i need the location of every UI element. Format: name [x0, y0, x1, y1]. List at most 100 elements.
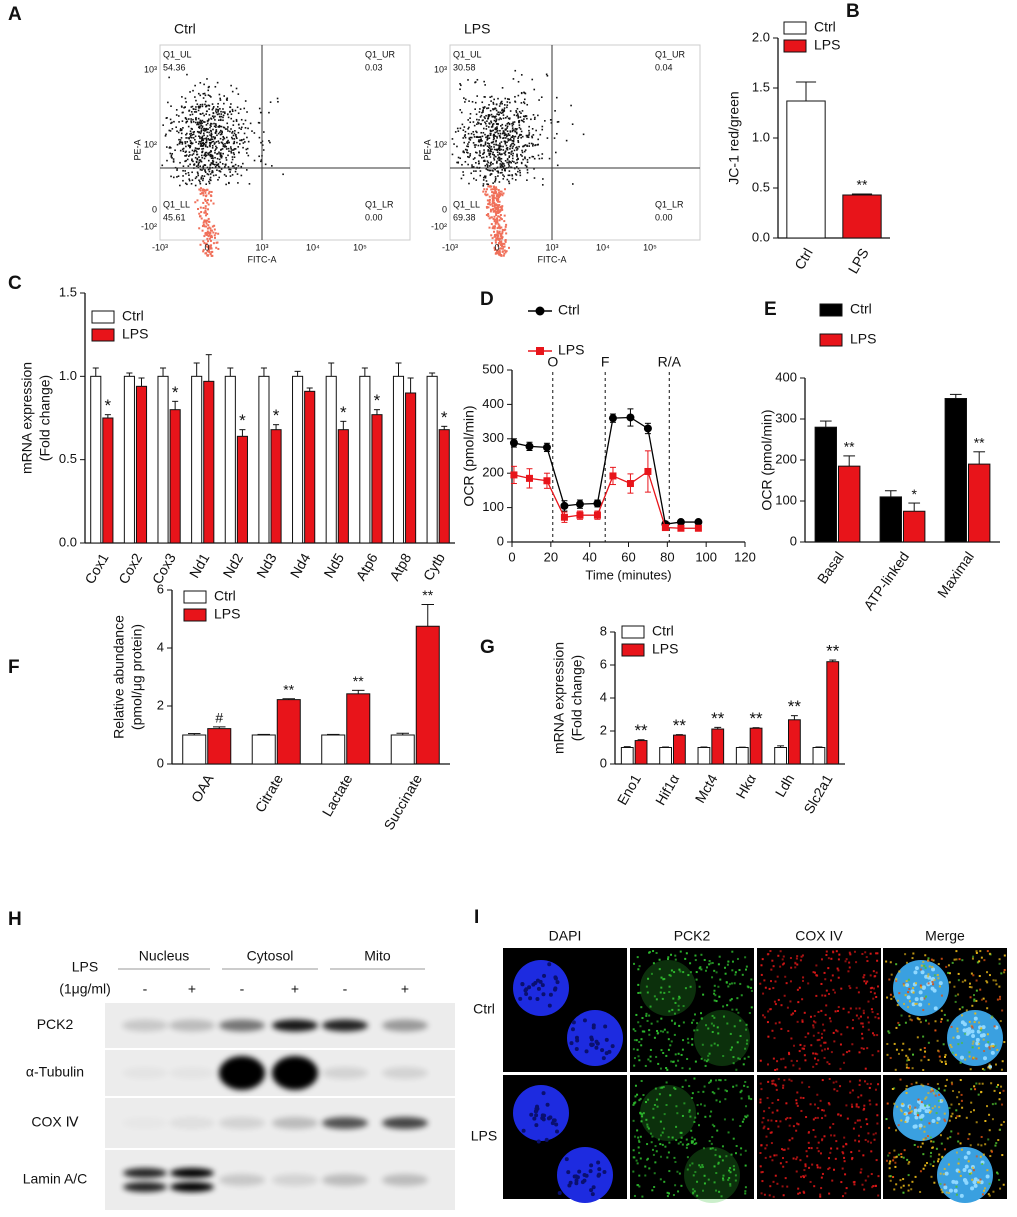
flow-dot — [493, 146, 495, 148]
flow-dot — [528, 134, 530, 136]
blot-band — [272, 1019, 318, 1032]
flow-dot — [188, 151, 191, 153]
signal-dot — [687, 1143, 690, 1146]
flow-dot-red — [494, 211, 497, 214]
flow-dot — [521, 149, 523, 152]
flow-frame — [449, 44, 701, 241]
flow-dot — [201, 175, 204, 177]
nucleus-spot — [602, 1170, 607, 1175]
signal-dot — [796, 988, 799, 991]
signal-dot — [888, 1167, 891, 1170]
signal-dot — [668, 1010, 671, 1013]
flow-dot — [516, 107, 519, 110]
signal-dot — [741, 1120, 744, 1123]
flow-dot — [177, 115, 180, 117]
signal-dot — [655, 998, 658, 1001]
signal-dot — [784, 1066, 787, 1069]
flow-dot — [200, 120, 202, 123]
flow-dot — [268, 111, 270, 114]
flow-dot — [467, 119, 469, 121]
flow-dot — [215, 108, 217, 111]
nucleus-spot — [544, 1137, 549, 1142]
flow-dot — [464, 101, 466, 103]
signal-dot — [849, 1080, 852, 1083]
signal-dot — [746, 1085, 749, 1088]
flow-dot — [484, 106, 486, 108]
flow-dot — [239, 139, 241, 142]
blot-row-label: Lamin A/C — [23, 1171, 88, 1187]
flow-dot — [185, 101, 187, 103]
flow-dot — [493, 137, 495, 140]
signal-dot — [740, 1089, 743, 1092]
signal-dot — [770, 1119, 773, 1122]
flow-dot — [485, 168, 488, 170]
signal-dot — [980, 998, 983, 1001]
signal-dot — [736, 997, 739, 1000]
signal-dot — [905, 1063, 908, 1066]
flow-dot — [492, 163, 494, 165]
flow-dot — [493, 148, 496, 151]
signal-dot — [799, 1043, 802, 1046]
flow-dot — [227, 154, 229, 157]
flow-dot — [249, 122, 252, 125]
signal-dot — [801, 1020, 804, 1023]
flow-dot — [480, 143, 482, 146]
signal-dot — [797, 1123, 800, 1126]
signal-dot — [929, 1090, 932, 1093]
signal-dot — [720, 1195, 723, 1198]
flow-dot — [467, 79, 469, 81]
nucleus-spot — [548, 992, 553, 997]
nucleus-spot — [553, 986, 558, 991]
signal-dot — [762, 1014, 765, 1017]
legend-swatch — [783, 21, 807, 35]
signal-dot — [981, 1193, 984, 1196]
signal-dot — [897, 1153, 900, 1156]
flow-dot-red — [198, 215, 201, 218]
flow-dot — [196, 103, 199, 105]
flow-dot — [198, 135, 200, 138]
flow-dot — [500, 100, 503, 103]
y-tick-label: 200 — [482, 465, 504, 480]
flow-dot — [489, 174, 492, 176]
signal-dot — [970, 972, 973, 975]
flow-dot-red — [201, 189, 204, 192]
flow-dot-red — [198, 212, 201, 215]
signal-dot — [960, 1148, 963, 1151]
signal-dot — [978, 1021, 981, 1024]
signal-dot — [636, 1162, 639, 1165]
flow-dot — [203, 157, 206, 160]
signal-dot — [772, 1079, 775, 1082]
signal-dot — [798, 1067, 801, 1070]
signal-dot — [825, 950, 828, 953]
signal-dot — [928, 965, 931, 968]
flow-dot-red — [202, 250, 205, 253]
flow-dot — [194, 135, 197, 138]
flow-dot-red — [492, 199, 495, 202]
flow-dot — [269, 141, 271, 144]
flow-dot-red — [205, 194, 208, 197]
flow-dot-red — [495, 197, 498, 200]
flow-dot — [218, 142, 220, 144]
flow-dot — [517, 135, 520, 138]
flow-dot — [188, 109, 191, 112]
flow-dot — [207, 128, 209, 130]
flow-dot — [508, 156, 511, 159]
signal-dot — [935, 1112, 938, 1115]
signal-dot — [865, 1118, 868, 1121]
signal-dot — [896, 1004, 899, 1007]
flow-dot — [487, 142, 489, 144]
nucleus-spot — [920, 970, 925, 975]
signal-dot — [735, 1145, 738, 1148]
signal-dot — [729, 1048, 732, 1051]
signal-dot — [676, 1112, 679, 1115]
nucleus-spot — [571, 1020, 576, 1025]
signal-dot — [703, 1104, 706, 1107]
signal-dot — [831, 1179, 834, 1182]
flow-dot-red — [495, 250, 498, 253]
signal-dot — [719, 1155, 722, 1158]
signal-dot — [660, 986, 663, 989]
flow-dot — [492, 123, 495, 125]
flow-dot — [504, 154, 507, 156]
flow-dot — [199, 168, 202, 171]
flow-dot — [182, 150, 185, 153]
